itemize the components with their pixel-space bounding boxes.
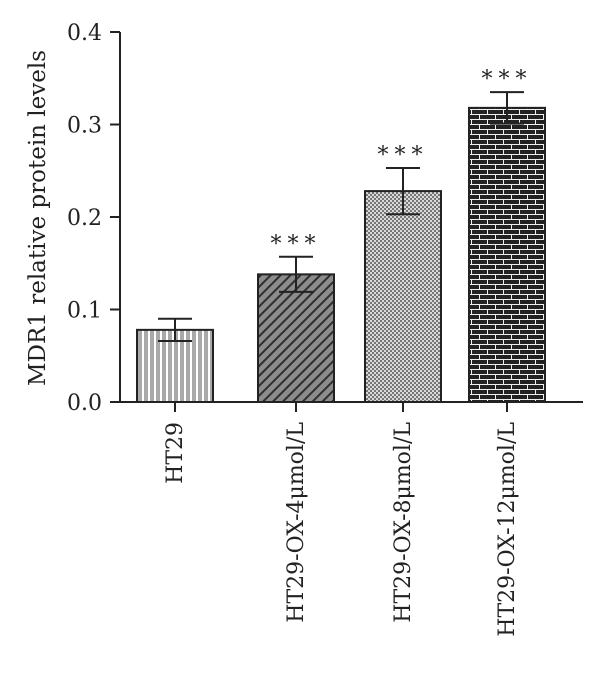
y-axis: 0.0 0.1 0.2 0.3 0.4: [67, 21, 121, 416]
x-tick-label: HT29-OX-12μmol/L: [495, 422, 520, 637]
bar: [468, 106, 546, 403]
significance-label: ***: [378, 143, 429, 168]
x-tick-label: HT29-OX-4μmol/L: [284, 422, 309, 623]
bar: [257, 273, 335, 404]
x-axis: HT29 HT29-OX-4μmol/L HT29-OX-8μmol/L HT29-O…: [120, 401, 583, 637]
bar: [364, 190, 442, 403]
x-tick-label: HT29: [163, 422, 188, 484]
y-axis-label: MDR1 relative protein levels: [25, 50, 51, 386]
x-tick-label: HT29-OX-8μmol/L: [391, 422, 416, 623]
significance-label: ***: [271, 232, 322, 257]
y-tick-label: 0.3: [67, 114, 102, 139]
y-tick-label: 0.4: [67, 21, 102, 46]
bars: *** *** ***: [136, 67, 546, 404]
y-tick-label: 0.2: [67, 206, 102, 231]
significance-label: ***: [482, 67, 533, 92]
y-tick-label: 0.1: [67, 299, 102, 324]
y-tick-label: 0.0: [67, 391, 102, 416]
